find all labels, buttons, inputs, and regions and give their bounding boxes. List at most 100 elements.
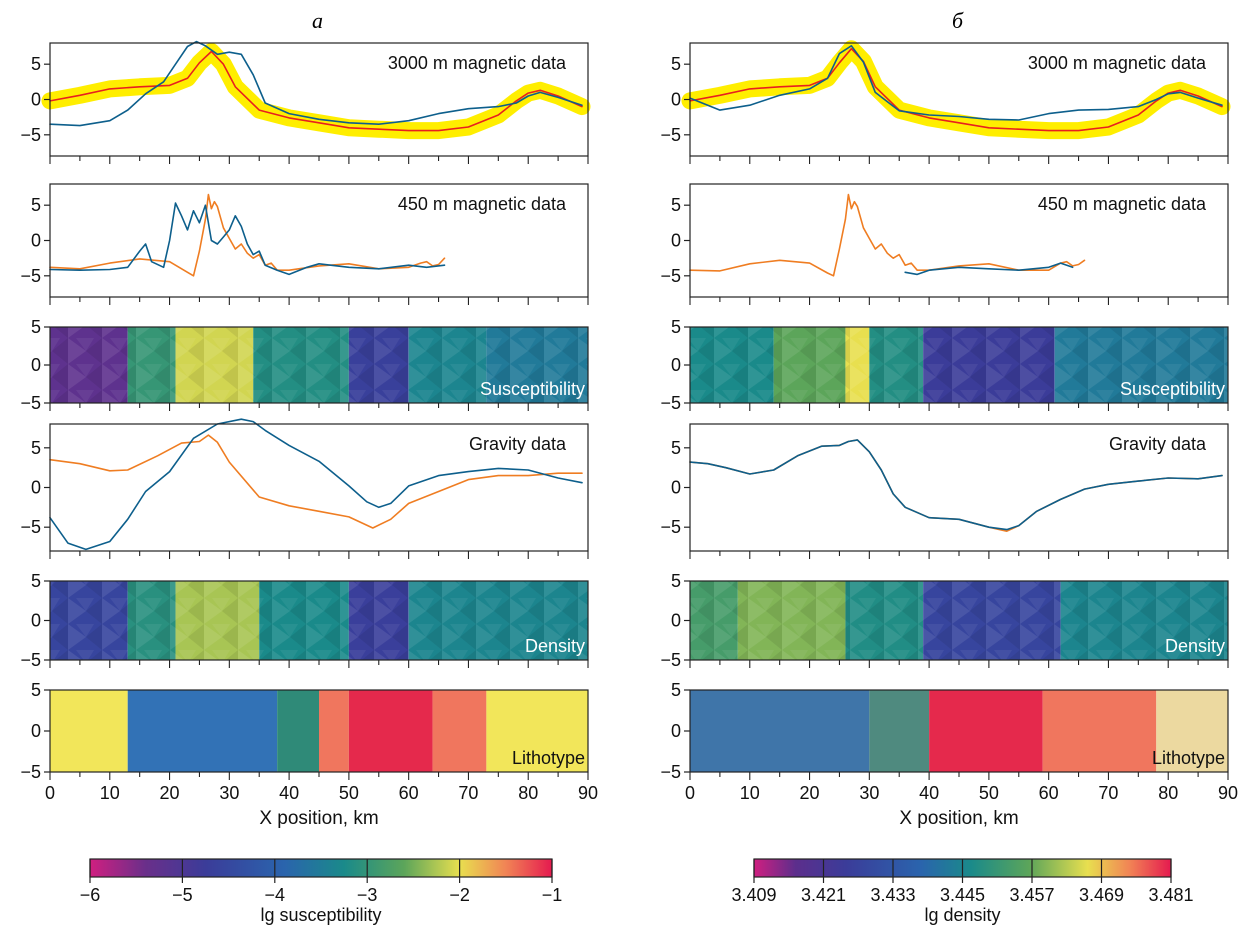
panel-3-ytick-label: 5: [31, 195, 41, 215]
xtick-label: 50: [339, 783, 359, 803]
panel-3-series-1: [49, 193, 446, 277]
panel-7-title: Gravity data: [469, 434, 567, 454]
panel-1-ytick-label: −5: [20, 125, 41, 145]
panel-10-texture: [690, 581, 1228, 660]
panel-12-ytick-label: 5: [671, 680, 681, 700]
panel-3-series-2: [49, 202, 446, 276]
panel-10-ytick-label: 5: [671, 571, 681, 591]
panel-12-label: Lithotype: [1152, 748, 1225, 768]
panel-4-series-2: [904, 262, 1074, 276]
panel-11-zone-6: [432, 690, 487, 772]
panel-4-ytick-label: −5: [660, 266, 681, 286]
column-label-a: а: [312, 8, 323, 33]
panel-7-ytick-label: −5: [20, 517, 41, 537]
axes-layer: 3000 m magnetic data−505 3000 m magnetic …: [20, 42, 1238, 829]
colorbar-1-tick-label: −1: [542, 885, 563, 905]
x-axis-label: X position, km: [899, 808, 1018, 829]
panel-1-series-2: [49, 50, 583, 132]
xtick-label: 20: [800, 783, 820, 803]
colorbar-1-tick-label: −2: [449, 885, 470, 905]
panel-5-ytick-label: 5: [31, 317, 41, 337]
panel-7-ytick-label: 0: [31, 478, 41, 498]
panel-7-series-2: [49, 418, 583, 551]
panel-12-zone-5: [1156, 690, 1228, 772]
xtick-label: 70: [1098, 783, 1118, 803]
panel-12-zone-4: [1042, 690, 1157, 772]
panel-2-ytick-label: 0: [671, 90, 681, 110]
column-label-b: б: [952, 8, 964, 33]
panel-9-label: Density: [525, 636, 585, 656]
panel-4-series-1: [689, 193, 1086, 277]
panel-12-zone-2: [869, 690, 930, 772]
panel-2-series-3: [689, 44, 1223, 121]
colorbar-layer: −6 −5 −4 −3 −2 −1 lg susceptibility 3.409 3.421 3…: [80, 858, 1194, 925]
panel-3-title: 450 m magnetic data: [398, 194, 567, 214]
panel-10-ytick-label: 0: [671, 611, 681, 631]
panel-5-ytick-label: 0: [31, 355, 41, 375]
panel-11-zone-5: [348, 690, 433, 772]
xtick-label: 70: [458, 783, 478, 803]
xtick-label: 20: [160, 783, 180, 803]
xtick-label: 50: [979, 783, 999, 803]
panel-9-ytick-label: 0: [31, 611, 41, 631]
colorbar-2-tick-label: 3.457: [1009, 885, 1054, 905]
xtick-label: 10: [740, 783, 760, 803]
panel-9-ytick-label: −5: [20, 650, 41, 670]
panel-1-ytick-label: 0: [31, 90, 41, 110]
panel-3-ytick-label: 0: [31, 231, 41, 251]
panel-2-ytick-label: 5: [671, 54, 681, 74]
panel-12-ytick-label: −5: [660, 762, 681, 782]
panel-12-zone-3: [929, 690, 1043, 772]
panel-11-zone-3: [277, 690, 319, 772]
panel-6-texture: [690, 327, 1228, 403]
heatmap-layer: [50, 327, 1228, 772]
panel-2-series-2: [689, 47, 1223, 132]
colorbar-2-label: lg density: [924, 905, 1000, 925]
panel-2-ytick-label: −5: [660, 125, 681, 145]
panel-6-ytick-label: 0: [671, 355, 681, 375]
panel-6-label: Susceptibility: [1120, 379, 1225, 399]
panel-4-title: 450 m magnetic data: [1038, 194, 1207, 214]
panel-8-series-2: [689, 439, 1223, 531]
panel-5-ytick-label: −5: [20, 393, 41, 413]
colorbar-1-tick-label: −6: [80, 885, 101, 905]
colorbar-1-tick-label: −3: [357, 885, 378, 905]
panel-9-ytick-label: 5: [31, 571, 41, 591]
xtick-label: 0: [45, 783, 55, 803]
xtick-label: 80: [1158, 783, 1178, 803]
xtick-label: 60: [1039, 783, 1059, 803]
panel-4-ytick-label: 0: [671, 231, 681, 251]
panel-8-title: Gravity data: [1109, 434, 1207, 454]
colorbar-2-tick-label: 3.481: [1148, 885, 1193, 905]
panel-3-ytick-label: −5: [20, 266, 41, 286]
xtick-label: 40: [279, 783, 299, 803]
xtick-label: 10: [100, 783, 120, 803]
panel-11-zone-2: [127, 690, 278, 772]
panel-12-ytick-label: 0: [671, 721, 681, 741]
panel-5-label: Susceptibility: [480, 379, 585, 399]
panel-8-ytick-label: −5: [660, 517, 681, 537]
xtick-label: 40: [919, 783, 939, 803]
panel-7-ytick-label: 5: [31, 438, 41, 458]
panel-1-title: 3000 m magnetic data: [388, 53, 567, 73]
panel-11-ytick-label: −5: [20, 762, 41, 782]
xtick-label: 90: [578, 783, 598, 803]
xtick-label: 90: [1218, 783, 1238, 803]
panel-10-ytick-label: −5: [660, 650, 681, 670]
panel-4-ytick-label: 5: [671, 195, 681, 215]
panel-9-texture: [50, 581, 588, 660]
colorbar-1-tick-label: −5: [172, 885, 193, 905]
panel-6-ytick-label: −5: [660, 393, 681, 413]
colorbar-1: [89, 858, 553, 878]
panel-7-series-1: [49, 434, 583, 529]
panel-1-series-3: [49, 40, 583, 127]
xtick-label: 30: [219, 783, 239, 803]
panel-11-ytick-label: 5: [31, 680, 41, 700]
panel-12-zone-1: [690, 690, 870, 772]
panel-10-label: Density: [1165, 636, 1225, 656]
colorbar-2-tick-label: 3.433: [870, 885, 915, 905]
panel-8-ytick-label: 0: [671, 478, 681, 498]
xtick-label: 80: [518, 783, 538, 803]
panel-11-label: Lithotype: [512, 748, 585, 768]
